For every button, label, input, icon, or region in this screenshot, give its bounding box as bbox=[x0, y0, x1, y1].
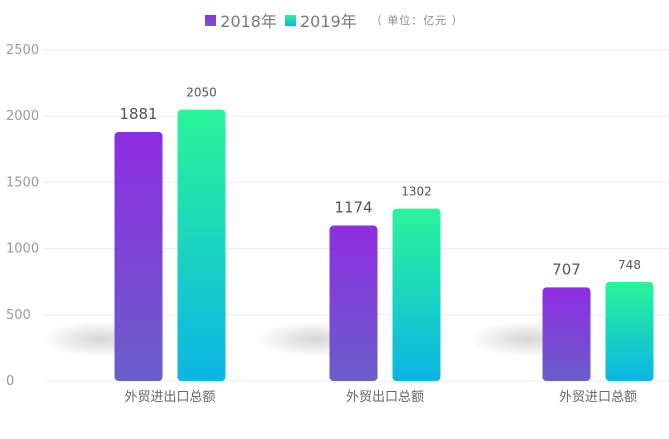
bar bbox=[542, 287, 591, 381]
legend-label-2018: 2018年 bbox=[220, 12, 277, 31]
y-tick-label: 2500 bbox=[6, 43, 39, 58]
bar-value-label: 1174 bbox=[334, 199, 372, 217]
y-tick-label: 1000 bbox=[6, 242, 39, 257]
bar bbox=[392, 208, 441, 381]
x-category-label: 外贸进口总额 bbox=[559, 390, 637, 405]
legend-label-2019: 2019年 bbox=[300, 12, 357, 31]
bar-value-label: 707 bbox=[552, 260, 581, 278]
bar bbox=[114, 131, 163, 381]
legend-item-2018: 2018年 bbox=[205, 8, 277, 32]
bar-value-label: 2050 bbox=[186, 86, 217, 100]
legend-swatch-2019 bbox=[285, 14, 296, 26]
y-tick-label: 0 bbox=[6, 374, 14, 389]
legend-swatch-2018 bbox=[205, 14, 217, 26]
x-category-label: 外贸进出口总额 bbox=[124, 390, 215, 405]
y-tick-label: 2000 bbox=[6, 109, 39, 124]
bar bbox=[177, 109, 226, 381]
bar bbox=[605, 281, 654, 381]
legend: 2018年 2019年 （ 单位：亿元 ） bbox=[0, 8, 669, 32]
x-category-label: 外贸出口总额 bbox=[346, 390, 424, 405]
y-tick-label: 1500 bbox=[6, 175, 39, 190]
y-tick-label: 500 bbox=[6, 308, 31, 323]
bar-value-label: 1881 bbox=[119, 105, 157, 123]
legend-item-2019: 2019年 bbox=[285, 8, 357, 32]
bar-value-label: 1302 bbox=[401, 185, 432, 199]
bar bbox=[329, 225, 378, 381]
bar-value-label: 748 bbox=[618, 258, 641, 272]
unit-note: （ 单位：亿元 ） bbox=[370, 14, 464, 27]
